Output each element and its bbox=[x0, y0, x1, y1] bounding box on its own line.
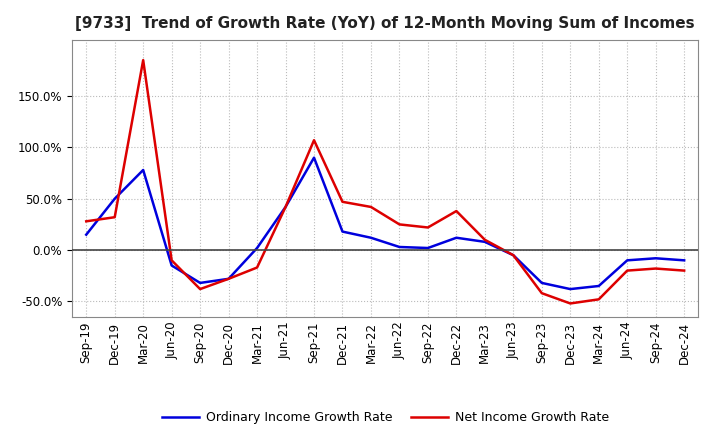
Net Income Growth Rate bbox=[253, 265, 261, 270]
Title: [9733]  Trend of Growth Rate (YoY) of 12-Month Moving Sum of Incomes: [9733] Trend of Growth Rate (YoY) of 12-… bbox=[76, 16, 695, 32]
Net Income Growth Rate bbox=[452, 209, 461, 214]
Ordinary Income Growth Rate bbox=[480, 239, 489, 245]
Ordinary Income Growth Rate bbox=[509, 253, 518, 258]
Net Income Growth Rate bbox=[110, 215, 119, 220]
Net Income Growth Rate bbox=[310, 138, 318, 143]
Net Income Growth Rate bbox=[623, 268, 631, 273]
Net Income Growth Rate bbox=[680, 268, 688, 273]
Net Income Growth Rate bbox=[395, 222, 404, 227]
Ordinary Income Growth Rate bbox=[253, 246, 261, 251]
Net Income Growth Rate bbox=[167, 258, 176, 263]
Net Income Growth Rate bbox=[537, 290, 546, 296]
Ordinary Income Growth Rate bbox=[395, 244, 404, 249]
Ordinary Income Growth Rate bbox=[423, 246, 432, 251]
Ordinary Income Growth Rate bbox=[196, 280, 204, 286]
Net Income Growth Rate bbox=[338, 199, 347, 205]
Ordinary Income Growth Rate bbox=[139, 167, 148, 172]
Ordinary Income Growth Rate bbox=[282, 204, 290, 209]
Net Income Growth Rate bbox=[509, 253, 518, 258]
Net Income Growth Rate bbox=[595, 297, 603, 302]
Net Income Growth Rate bbox=[139, 58, 148, 63]
Ordinary Income Growth Rate bbox=[652, 256, 660, 261]
Net Income Growth Rate bbox=[423, 225, 432, 230]
Net Income Growth Rate bbox=[480, 237, 489, 242]
Ordinary Income Growth Rate bbox=[338, 229, 347, 234]
Net Income Growth Rate bbox=[82, 219, 91, 224]
Ordinary Income Growth Rate bbox=[537, 280, 546, 286]
Ordinary Income Growth Rate bbox=[623, 258, 631, 263]
Net Income Growth Rate bbox=[652, 266, 660, 271]
Ordinary Income Growth Rate bbox=[225, 276, 233, 282]
Net Income Growth Rate bbox=[366, 204, 375, 209]
Ordinary Income Growth Rate bbox=[310, 155, 318, 160]
Ordinary Income Growth Rate bbox=[566, 286, 575, 292]
Line: Net Income Growth Rate: Net Income Growth Rate bbox=[86, 60, 684, 304]
Net Income Growth Rate bbox=[196, 286, 204, 292]
Ordinary Income Growth Rate bbox=[680, 258, 688, 263]
Ordinary Income Growth Rate bbox=[82, 232, 91, 237]
Ordinary Income Growth Rate bbox=[452, 235, 461, 240]
Ordinary Income Growth Rate bbox=[595, 283, 603, 289]
Ordinary Income Growth Rate bbox=[110, 196, 119, 202]
Ordinary Income Growth Rate bbox=[167, 263, 176, 268]
Legend: Ordinary Income Growth Rate, Net Income Growth Rate: Ordinary Income Growth Rate, Net Income … bbox=[157, 406, 613, 429]
Net Income Growth Rate bbox=[566, 301, 575, 306]
Net Income Growth Rate bbox=[282, 204, 290, 209]
Net Income Growth Rate bbox=[225, 276, 233, 282]
Ordinary Income Growth Rate bbox=[366, 235, 375, 240]
Line: Ordinary Income Growth Rate: Ordinary Income Growth Rate bbox=[86, 158, 684, 289]
